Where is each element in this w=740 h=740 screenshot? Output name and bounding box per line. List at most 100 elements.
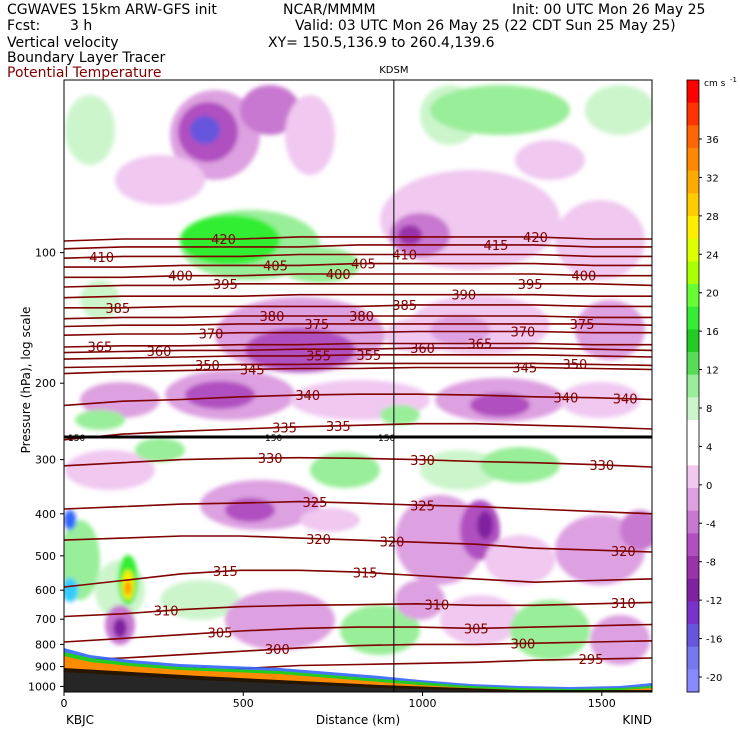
isentrope-305: [64, 623, 652, 643]
colorbar-swatch: [687, 465, 699, 489]
isentrope-360: [64, 347, 652, 354]
isentrope-label-380: 380: [260, 310, 285, 325]
isentrope-label-355: 355: [356, 349, 381, 364]
colorbar-swatch: [687, 80, 699, 104]
valid-time: Valid: 03 UTC Mon 26 May 25 (22 CDT Sun …: [295, 18, 676, 34]
isentrope-label-360: 360: [410, 342, 435, 357]
x-tick-label-1500: 1500: [588, 697, 616, 710]
isentrope-label-310: 310: [424, 598, 449, 613]
isentrope-label-310: 310: [611, 597, 636, 612]
isentrope-400: [64, 273, 652, 279]
y-tick-label-400: 400: [35, 508, 56, 521]
tropopause-label-3: 150: [378, 434, 395, 444]
isentrope-label-305: 305: [464, 622, 489, 637]
colorbar-swatch: [687, 261, 699, 285]
isentrope-label-320: 320: [380, 535, 405, 550]
colorbar-swatch: [687, 238, 699, 262]
colorbar-label-12: 12: [706, 366, 719, 377]
isentrope-label-385: 385: [392, 299, 417, 314]
x-tick-label-1000: 1000: [409, 697, 437, 710]
isentrope-label-340: 340: [554, 391, 579, 406]
isentrope-label-370: 370: [511, 326, 536, 341]
isentrope-label-400: 400: [326, 268, 351, 283]
isentrope-label-365: 365: [87, 340, 112, 355]
right-station-label: KIND: [622, 713, 652, 727]
isentrope-label-395: 395: [518, 278, 543, 293]
colorbar-swatch: [687, 601, 699, 625]
colorbar-swatch: [687, 397, 699, 421]
isentrope-340: [64, 393, 652, 407]
colorbar-label-20: 20: [706, 289, 719, 300]
isentrope-label-405: 405: [263, 259, 288, 274]
isentrope-label-420: 420: [523, 231, 548, 246]
x-axis: 0 500 1000 1500: [61, 692, 616, 710]
isentrope-label-315: 315: [213, 565, 238, 580]
tropopause-label-2: 150: [265, 434, 282, 444]
isentrope-label-375: 375: [570, 318, 595, 333]
isentrope-label-325: 325: [303, 496, 328, 511]
y-tick-label-1000: 1000: [28, 680, 56, 693]
colorbar-label--12: -12: [706, 596, 722, 607]
y-tick-label-200: 200: [35, 377, 56, 390]
isentrope-label-365: 365: [467, 338, 492, 353]
isentrope-label-400: 400: [571, 269, 596, 284]
colorbar: 36 32 28 24 20 16 12 8 4 0 -4 -8 -12 -16 -20: [686, 79, 722, 693]
x-tick-label-500: 500: [233, 697, 254, 710]
colorbar-unit: cm s: [704, 79, 726, 89]
colorbar-label-0: 0: [706, 481, 712, 492]
isentrope-390: [64, 293, 652, 299]
colorbar-swatch: [687, 306, 699, 330]
isentrope-300: [64, 640, 652, 661]
xy-endpoints: XY= 150.5,136.9 to 260.4,139.6: [268, 35, 495, 51]
colorbar-label--8: -8: [706, 558, 716, 569]
colorbar-swatch: [687, 533, 699, 557]
fcst-label: Fcst:: [7, 18, 41, 34]
colorbar-swatch: [687, 420, 699, 444]
isentrope-label-340: 340: [295, 389, 320, 404]
isentrope-375: [64, 323, 652, 328]
colorbar-swatch: [687, 329, 699, 353]
colorbar-label-8: 8: [706, 404, 712, 415]
init-time: Init: 00 UTC Mon 26 May 25: [512, 2, 706, 18]
colorbar-unit-exp: -1: [730, 76, 737, 84]
colorbar-swatch: [687, 669, 699, 693]
colorbar-swatch: [687, 578, 699, 602]
plot-frame: [63, 79, 653, 693]
field-boundary-layer-tracer: Boundary Layer Tracer: [7, 50, 166, 66]
isentrope-label-375: 375: [304, 318, 329, 333]
kdsm-label: KDSM: [379, 65, 408, 76]
colorbar-swatch: [687, 646, 699, 670]
isentrope-label-350: 350: [563, 358, 588, 373]
isentrope-355: [64, 354, 652, 360]
colorbar-label-4: 4: [706, 442, 712, 453]
x-tick-label-0: 0: [61, 697, 68, 710]
isentrope-label-320: 320: [306, 533, 331, 548]
colorbar-swatch: [687, 216, 699, 240]
isentrope-label-415: 415: [484, 239, 509, 254]
colorbar-label--16: -16: [706, 635, 722, 646]
colorbar-swatch: [687, 193, 699, 217]
isentrope-label-345: 345: [512, 362, 537, 377]
isentrope-label-390: 390: [451, 289, 476, 304]
isentrope-label-405: 405: [351, 258, 376, 273]
isentrope-label-325: 325: [410, 499, 435, 514]
field-vertical-velocity: Vertical velocity: [7, 35, 119, 51]
colorbar-swatch: [687, 352, 699, 376]
isentrope-label-410: 410: [89, 251, 114, 266]
isentrope-label-410: 410: [392, 249, 417, 264]
isentrope-420: [64, 236, 652, 242]
isentrope-label-385: 385: [105, 302, 130, 317]
colorbar-swatch: [687, 374, 699, 398]
colorbar-label-28: 28: [706, 212, 719, 223]
colorbar-swatch: [687, 102, 699, 126]
isentrope-320: [64, 535, 652, 553]
isentrope-385: [64, 304, 652, 309]
isentrope-label-380: 380: [349, 310, 374, 325]
isentrope-label-370: 370: [199, 327, 224, 342]
org-label: NCAR/MMMM: [283, 2, 376, 18]
colorbar-label-16: 16: [706, 327, 719, 338]
isentrope-label-310: 310: [154, 605, 179, 620]
y-tick-label-500: 500: [35, 550, 56, 563]
isentrope-350: [64, 362, 652, 369]
isentrope-label-335: 335: [326, 420, 351, 435]
